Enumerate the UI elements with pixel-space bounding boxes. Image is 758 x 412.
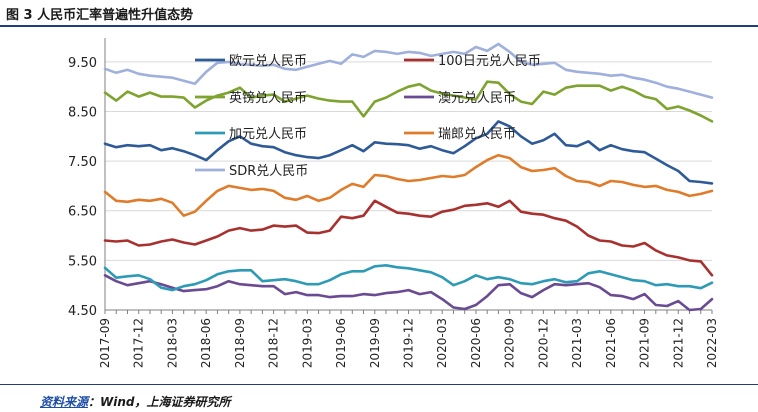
x-tick-label: 2021-09 [638, 318, 652, 368]
legend-label-eur: 欧元兑人民币 [229, 54, 307, 69]
legend-label-jpy: 100日元兑人民币 [438, 54, 541, 69]
series-line-chf [103, 153, 714, 217]
series-line-gbp [103, 80, 714, 123]
y-tick-label: 9.50 [68, 56, 97, 71]
y-tick-label: 7.50 [68, 155, 97, 170]
series-line-sdr [103, 42, 714, 99]
x-tick-label: 2019-09 [368, 318, 382, 368]
x-tick-label: 2021-12 [671, 318, 685, 368]
source-label: 资料来源 [40, 395, 89, 409]
x-tick-label: 2019-03 [300, 318, 314, 368]
x-tick-label: 2020-12 [536, 318, 550, 368]
legend-label-gbp: 英镑兑人民币 [229, 90, 307, 106]
chart-series [103, 42, 714, 312]
x-tick-label: 2017-12 [132, 318, 146, 368]
series-line-jpy [103, 199, 714, 277]
x-tick-label: 2021-06 [604, 318, 618, 368]
chart-axes: 4.50 5.50 6.50 7.50 8.50 9.50 2017-09 2017-12 20… [68, 38, 719, 368]
legend-label-cad: 加元兑人民币 [229, 127, 307, 142]
y-tick-label: 4.50 [68, 304, 97, 319]
legend-label-sdr: SDR兑人民币 [229, 164, 308, 179]
x-tick-label: 2018-09 [233, 318, 247, 368]
x-tick-label: 2022-03 [705, 318, 719, 368]
bottom-rule [0, 384, 758, 385]
series-line-eur [103, 120, 714, 185]
legend-label-chf: 瑞郎兑人民币 [438, 127, 516, 142]
y-tick-label: 6.50 [68, 205, 97, 220]
y-tick-label: 8.50 [68, 105, 97, 120]
chart-grid [105, 61, 712, 311]
x-tick-label: 2018-06 [199, 318, 213, 368]
x-tick-label: 2020-06 [469, 318, 483, 368]
top-rule [0, 25, 758, 27]
source-note: 资料来源：Wind，上海证券研究所 [40, 393, 231, 410]
y-tick-label: 5.50 [68, 254, 97, 269]
legend-label-aud: 澳元兑人民币 [438, 90, 516, 106]
x-tick-label: 2021-03 [570, 318, 584, 368]
series-line-cad [103, 263, 714, 292]
x-tick-label: 2017-09 [98, 318, 112, 368]
x-tick-label: 2020-03 [435, 318, 449, 368]
series-line-aud [103, 273, 714, 312]
source-text: ：Wind，上海证券研究所 [88, 395, 231, 409]
x-tick-label: 2019-06 [334, 318, 348, 368]
x-tick-label: 2020-09 [503, 318, 517, 368]
figure-title: 图 3 人民币汇率普遍性升值态势 [6, 8, 194, 23]
x-tick-label: 2018-03 [165, 318, 179, 368]
x-tick-label: 2018-12 [267, 318, 281, 368]
x-tick-label: 2019-12 [402, 318, 416, 368]
